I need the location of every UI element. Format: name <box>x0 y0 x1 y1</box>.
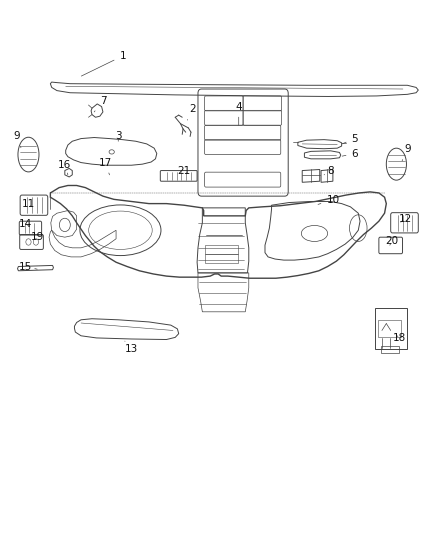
Text: 17: 17 <box>99 158 112 175</box>
Text: 5: 5 <box>342 134 358 144</box>
Text: 18: 18 <box>393 334 406 343</box>
Text: 10: 10 <box>318 195 339 205</box>
Text: 21: 21 <box>177 166 191 175</box>
Text: 19: 19 <box>31 232 44 241</box>
Text: 3: 3 <box>115 131 122 141</box>
Text: 11: 11 <box>22 199 35 208</box>
Text: 1: 1 <box>81 51 126 76</box>
Text: 12: 12 <box>399 214 412 223</box>
Text: 16: 16 <box>58 160 71 175</box>
Text: 14: 14 <box>19 219 32 229</box>
Text: 7: 7 <box>94 96 106 112</box>
Text: 8: 8 <box>324 166 334 175</box>
Text: 6: 6 <box>342 149 358 158</box>
Text: 4: 4 <box>235 102 242 125</box>
Text: 9: 9 <box>402 144 411 161</box>
Text: 15: 15 <box>19 262 37 271</box>
Text: 20: 20 <box>385 236 399 246</box>
Text: 9: 9 <box>13 131 21 148</box>
Text: 2: 2 <box>187 104 196 120</box>
Text: 13: 13 <box>125 341 138 354</box>
